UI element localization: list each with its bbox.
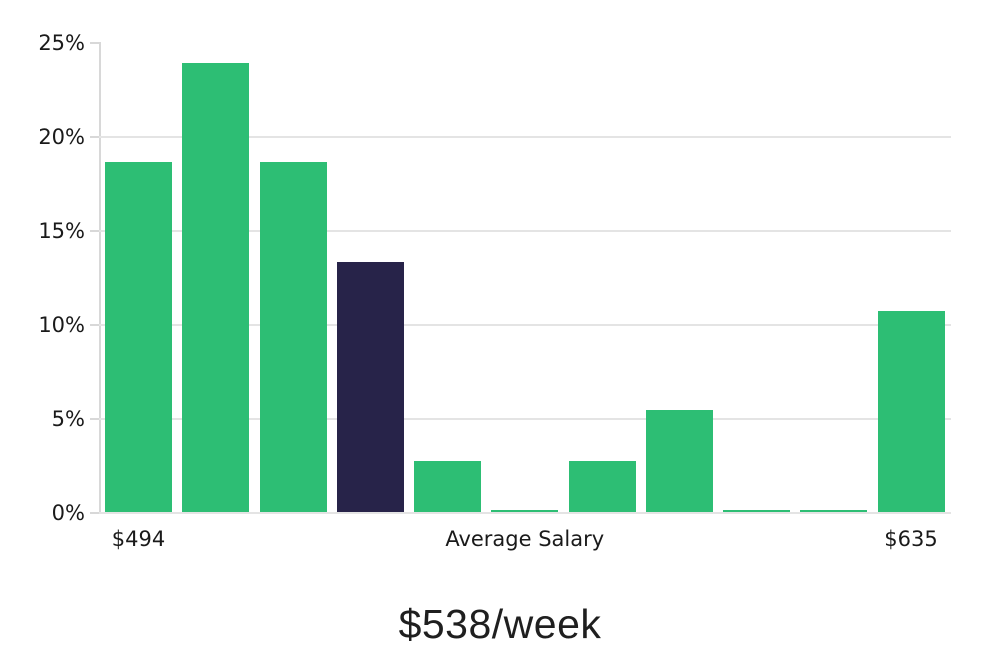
y-tick-5% (90, 418, 99, 420)
chart-title: $538/week (398, 601, 602, 647)
y-tick-label-10%: 10% (38, 313, 85, 337)
y-tick-20% (90, 136, 99, 138)
gridline-0% (99, 512, 951, 514)
bar-3 (336, 262, 404, 512)
y-tick-25% (90, 42, 99, 44)
y-tick-0% (90, 512, 99, 514)
gridline-5% (99, 418, 951, 420)
bar-5 (491, 510, 559, 512)
x-axis-label-10: $635 (884, 527, 938, 551)
bar-9 (800, 510, 868, 512)
bar-4 (414, 461, 481, 512)
gridline-20% (99, 136, 951, 138)
y-tick-15% (90, 230, 99, 232)
bar-1 (182, 63, 250, 512)
plot-area: 0% 5% 10% 15% 20% 25% $494 Average Salary $635 (38, 31, 951, 551)
bar-10 (877, 311, 945, 512)
y-axis-line (99, 42, 101, 514)
gridline-15% (99, 230, 951, 232)
y-tick-label-25%: 25% (38, 31, 85, 55)
y-tick-label-15%: 15% (38, 219, 85, 243)
x-axis-label-5: Average Salary (445, 527, 605, 551)
bar-7 (645, 410, 713, 512)
bar-6 (568, 461, 636, 512)
bar-2 (259, 162, 327, 512)
bar-8 (723, 510, 790, 512)
y-tick-10% (90, 324, 99, 326)
y-tick-label-0%: 0% (51, 501, 85, 525)
gridline-10% (99, 324, 951, 326)
y-tick-label-5%: 5% (51, 407, 85, 431)
y-tick-label-20%: 20% (38, 125, 85, 149)
x-axis-label-0: $494 (111, 527, 166, 551)
bar-0 (105, 162, 172, 512)
